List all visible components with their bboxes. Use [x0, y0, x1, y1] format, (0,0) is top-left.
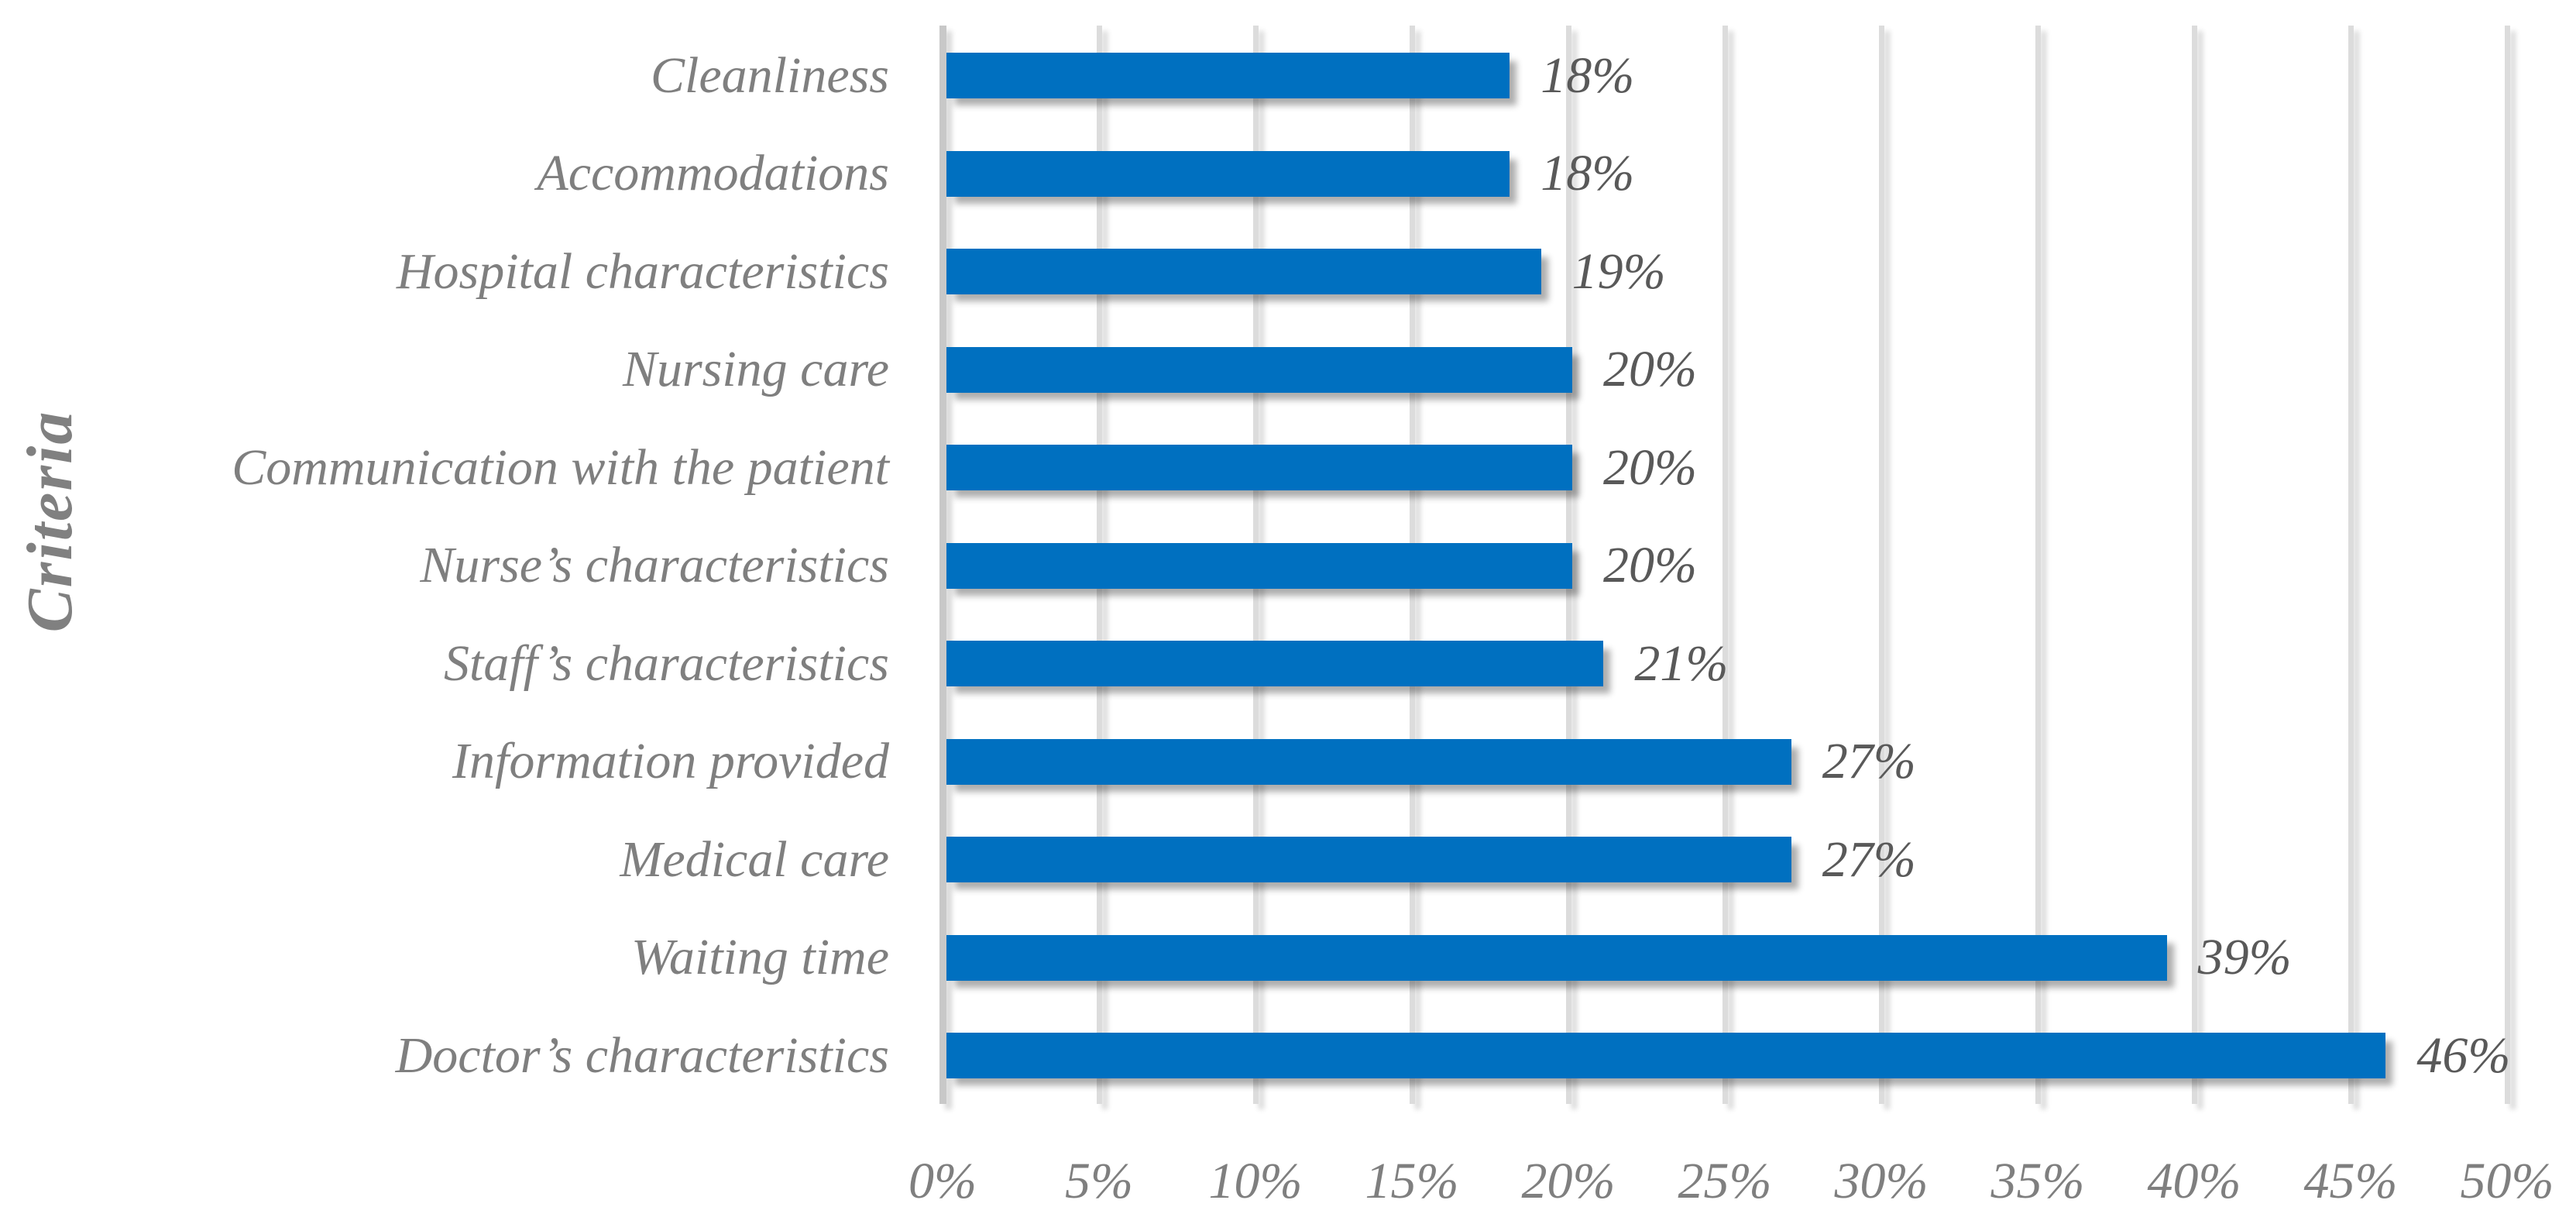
bar-value-label: 19% — [1571, 242, 1666, 300]
bar-value-label: 20% — [1603, 537, 1697, 593]
bar — [946, 53, 1510, 98]
gridline — [2035, 26, 2041, 1104]
y-axis-line — [939, 26, 946, 1104]
category-label: Nursing care — [622, 341, 889, 397]
gridline — [1722, 26, 1728, 1104]
bar-value-label: 21% — [1634, 634, 1729, 692]
category-label: Accommodations — [537, 145, 889, 201]
x-tick-label: 50% — [2460, 1153, 2554, 1209]
bar — [946, 445, 1572, 490]
gridline — [2348, 26, 2354, 1104]
x-tick-label: 0% — [908, 1153, 977, 1209]
bar — [946, 738, 1791, 785]
bar — [946, 542, 1572, 589]
bar-value-label: 18% — [1540, 145, 1635, 201]
bar — [946, 1033, 2386, 1078]
bar — [946, 249, 1541, 294]
bar-value-label: 46% — [2416, 1026, 2511, 1084]
bar-value-label: 27% — [1822, 733, 1916, 789]
category-label: Information provided — [452, 733, 889, 789]
category-label: Communication with the patient — [232, 438, 889, 496]
bar — [946, 641, 1604, 686]
x-tick-label: 10% — [1208, 1153, 1303, 1209]
category-label: Staff’s characteristics — [444, 634, 889, 692]
gridline — [2191, 26, 2197, 1104]
category-label: Waiting time — [630, 929, 889, 985]
x-tick-label: 35% — [1990, 1153, 2085, 1209]
gridline — [2504, 26, 2510, 1104]
bar-value-label: 20% — [1603, 341, 1697, 397]
x-tick-label: 15% — [1365, 1153, 1459, 1209]
bar-value-label: 18% — [1540, 46, 1635, 104]
y-axis-title: Criteria — [14, 410, 86, 633]
x-tick-label: 25% — [1678, 1153, 1772, 1209]
x-tick-label: 40% — [2147, 1153, 2241, 1209]
bar — [946, 934, 2167, 981]
x-tick-label: 30% — [1834, 1153, 1929, 1209]
bar-value-label: 27% — [1822, 830, 1916, 888]
x-tick-label: 5% — [1065, 1153, 1133, 1209]
category-label: Doctor’s characteristics — [395, 1026, 889, 1084]
bar — [946, 346, 1572, 393]
bar-value-label: 20% — [1603, 438, 1697, 496]
x-tick-label: 45% — [2303, 1153, 2398, 1209]
category-label: Medical care — [620, 830, 889, 888]
bar — [946, 837, 1791, 882]
gridline — [1878, 26, 1884, 1104]
bar — [946, 150, 1510, 197]
category-label: Hospital characteristics — [396, 242, 889, 300]
x-tick-label: 20% — [1521, 1153, 1616, 1209]
bar-value-label: 39% — [2197, 929, 2292, 985]
category-label: Nurse’s characteristics — [420, 537, 889, 593]
category-label: Cleanliness — [651, 46, 889, 104]
